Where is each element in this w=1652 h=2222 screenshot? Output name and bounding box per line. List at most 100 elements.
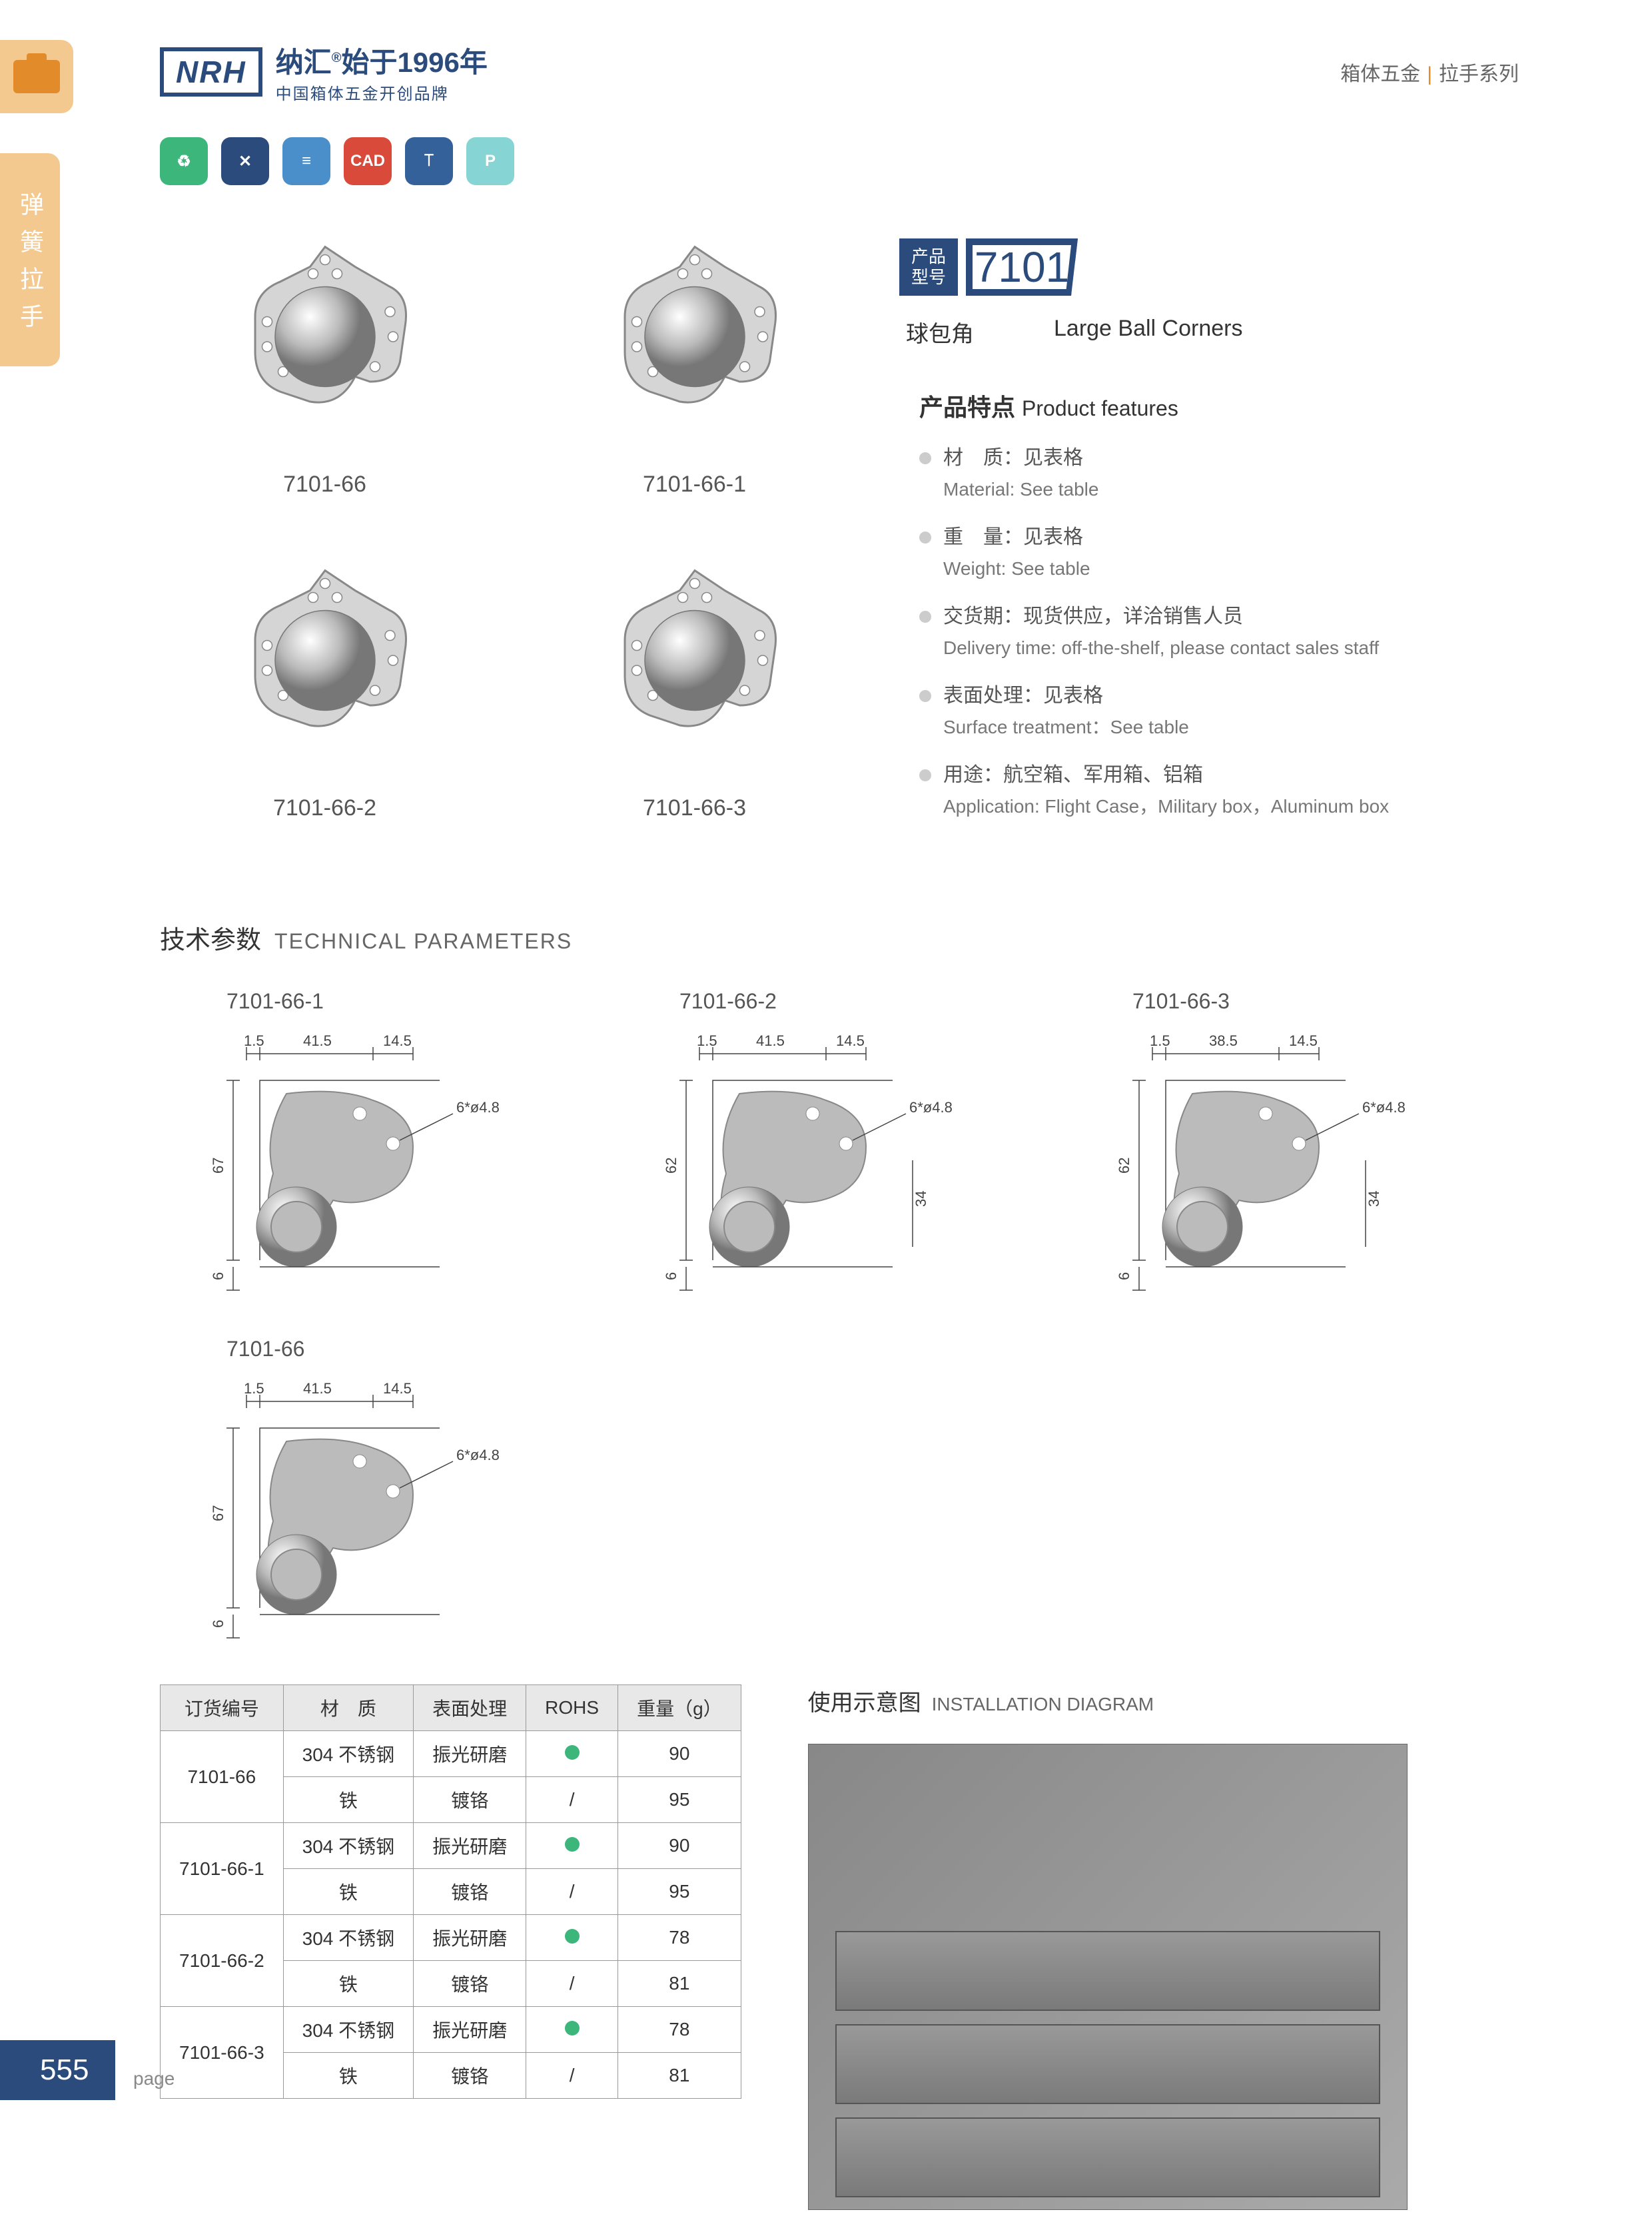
table-cell: 镀铬 [414, 2053, 526, 2099]
table-cell: 7101-66-1 [161, 1823, 284, 1915]
install-title: 使用示意图INSTALLATION DIAGRAM [808, 1684, 1519, 1717]
table-cell: 铁 [283, 2053, 414, 2099]
svg-text:6*ø4.8: 6*ø4.8 [1362, 1099, 1406, 1116]
product-code: 7101-66-1 [530, 472, 859, 498]
table-cell: 304 不锈钢 [283, 1823, 414, 1869]
svg-text:14.5: 14.5 [383, 1380, 412, 1397]
svg-text:62: 62 [663, 1158, 679, 1174]
table-cell [526, 1915, 618, 1961]
tech-params-title: 技术参数TECHNICAL PARAMETERS [160, 919, 1652, 956]
table-cell: 铁 [283, 1869, 414, 1915]
logo-sub: 中国箱体五金开创品牌 [276, 81, 488, 104]
table-cell: 95 [618, 1777, 741, 1823]
side-tab-icon [0, 40, 73, 113]
table-row: 7101-66-1304 不锈钢振光研磨90 [161, 1823, 741, 1869]
feature-item: 表面处理：见表格Surface treatment：See table [919, 681, 1519, 741]
svg-text:6: 6 [1116, 1272, 1132, 1280]
table-header: 表面处理 [414, 1685, 526, 1731]
logo-cn: 纳汇®始于1996年 [276, 40, 488, 81]
tech-diagram: 7101-66-2 1.541.514.5 62 6 6*ø4.8 34 [639, 989, 1013, 1310]
svg-text:6*ø4.8: 6*ø4.8 [456, 1099, 500, 1116]
table-cell: 振光研磨 [414, 1823, 526, 1869]
rohs-dot-icon [565, 1745, 580, 1760]
rohs-dot-icon [565, 2021, 580, 2036]
table-cell: 81 [618, 1961, 741, 2007]
product-cell: 7101-66 [160, 212, 490, 516]
svg-text:38.5: 38.5 [1209, 1032, 1238, 1049]
table-cell: 铁 [283, 1777, 414, 1823]
table-cell: 7101-66 [161, 1731, 284, 1823]
nrh-logo: NRH [160, 47, 262, 97]
table-cell: 95 [618, 1869, 741, 1915]
feature-item: 用途：航空箱、军用箱、铝箱Application: Flight Case，Mi… [919, 760, 1519, 821]
table-cell: 7101-66-2 [161, 1915, 284, 2007]
table-cell: 7101-66-3 [161, 2007, 284, 2099]
svg-text:6*ø4.8: 6*ø4.8 [909, 1099, 953, 1116]
svg-text:41.5: 41.5 [756, 1032, 785, 1049]
install-image [808, 1744, 1408, 2210]
table-row: 7101-66304 不锈钢振光研磨90 [161, 1731, 741, 1777]
product-code: 7101-66-3 [530, 795, 859, 821]
product-cell: 7101-66-3 [530, 536, 859, 839]
table-cell [526, 1823, 618, 1869]
table-cell: 81 [618, 2053, 741, 2099]
page-number: 555 [0, 2040, 115, 2100]
svg-text:41.5: 41.5 [303, 1032, 332, 1049]
tech-diagrams: 7101-66-1 1.541.514.5 67 6 6*ø4.8 7101-6… [0, 989, 1652, 1658]
feature-icon: ⟙ [405, 137, 453, 185]
table-cell: 90 [618, 1731, 741, 1777]
feature-icon: P [466, 137, 514, 185]
table-row: 7101-66-3304 不锈钢振光研磨78 [161, 2007, 741, 2053]
features-title: 产品特点Product features [899, 388, 1519, 423]
table-header: 材 质 [283, 1685, 414, 1731]
features-list: 材 质：见表格Material: See table 重 量：见表格Weight:… [899, 443, 1519, 821]
logo-block: NRH 纳汇®始于1996年 中国箱体五金开创品牌 [160, 40, 488, 104]
table-header: 重量（g） [618, 1685, 741, 1731]
model-number: 7101 [966, 238, 1078, 296]
svg-text:1.5: 1.5 [244, 1380, 264, 1397]
spec-table: 订货编号材 质表面处理ROHS重量（g）7101-66304 不锈钢振光研磨90… [160, 1684, 741, 2099]
table-header: 订货编号 [161, 1685, 284, 1731]
install-section: 使用示意图INSTALLATION DIAGRAM [808, 1684, 1519, 2210]
model-label: 产品型号 [899, 238, 958, 296]
feature-icon: ✕ [221, 137, 269, 185]
table-header: ROHS [526, 1685, 618, 1731]
table-cell: / [526, 1777, 618, 1823]
table-cell: 304 不锈钢 [283, 1915, 414, 1961]
table-row: 7101-66-2304 不锈钢振光研磨78 [161, 1915, 741, 1961]
feature-icon-row: ♻✕≡CAD⟙P [160, 137, 1652, 185]
page-label: page [133, 2068, 175, 2089]
svg-text:6: 6 [210, 1272, 226, 1280]
feature-icon: CAD [344, 137, 392, 185]
svg-text:41.5: 41.5 [303, 1380, 332, 1397]
svg-text:14.5: 14.5 [836, 1032, 865, 1049]
product-info: 产品型号 7101 球包角Large Ball Corners 产品特点Prod… [899, 212, 1519, 839]
feature-item: 重 量：见表格Weight: See table [919, 522, 1519, 583]
table-cell: 78 [618, 2007, 741, 2053]
svg-text:34: 34 [913, 1191, 929, 1207]
page-header: NRH 纳汇®始于1996年 中国箱体五金开创品牌 箱体五金|拉手系列 [0, 0, 1652, 124]
table-cell: / [526, 1869, 618, 1915]
svg-text:1.5: 1.5 [244, 1032, 264, 1049]
svg-text:6*ø4.8: 6*ø4.8 [456, 1447, 500, 1463]
feature-item: 交货期：现货供应，详洽销售人员Delivery time: off-the-sh… [919, 601, 1519, 662]
table-cell [526, 1731, 618, 1777]
feature-item: 材 质：见表格Material: See table [919, 443, 1519, 504]
table-cell: 镀铬 [414, 1961, 526, 2007]
table-cell: 振光研磨 [414, 1731, 526, 1777]
feature-icon: ♻ [160, 137, 208, 185]
spec-table-wrap: 订货编号材 质表面处理ROHS重量（g）7101-66304 不锈钢振光研磨90… [160, 1684, 741, 2099]
product-code: 7101-66-2 [160, 795, 490, 821]
svg-text:62: 62 [1116, 1158, 1132, 1174]
table-cell: / [526, 2053, 618, 2099]
product-name: 球包角Large Ball Corners [899, 316, 1519, 348]
svg-text:67: 67 [210, 1505, 226, 1521]
product-cell: 7101-66-2 [160, 536, 490, 839]
table-cell: 304 不锈钢 [283, 2007, 414, 2053]
tech-diagram: 7101-66 1.541.514.5 67 6 6*ø4.8 [187, 1337, 560, 1658]
svg-text:14.5: 14.5 [1289, 1032, 1318, 1049]
table-cell: 90 [618, 1823, 741, 1869]
svg-text:6: 6 [210, 1620, 226, 1628]
table-cell: 振光研磨 [414, 1915, 526, 1961]
table-cell: / [526, 1961, 618, 2007]
